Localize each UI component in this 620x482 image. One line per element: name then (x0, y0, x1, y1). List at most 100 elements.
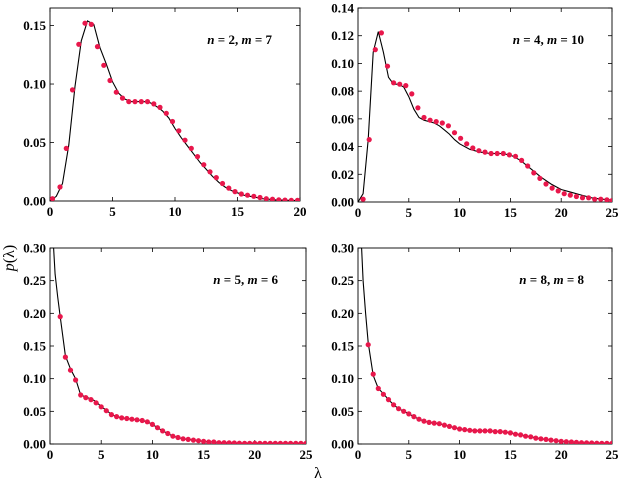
data-point (211, 439, 217, 444)
x-tick-label: 20 (555, 205, 568, 220)
data-point (472, 428, 478, 434)
data-point (446, 423, 452, 429)
data-point (543, 436, 549, 442)
data-point (163, 110, 169, 116)
data-point (113, 89, 119, 95)
data-point (107, 77, 113, 84)
data-point (494, 150, 500, 157)
data-point (101, 62, 107, 68)
data-point (201, 162, 207, 168)
x-tick-label: 20 (248, 447, 261, 462)
data-point (384, 63, 391, 69)
data-point (236, 440, 242, 444)
y-tick-label: 0.30 (23, 241, 46, 256)
data-point (242, 440, 248, 444)
y-tick-label: 0.00 (331, 195, 354, 210)
data-point (470, 145, 476, 151)
data-point (134, 417, 140, 423)
data-point (506, 152, 512, 158)
data-point (219, 180, 226, 187)
data-point (182, 137, 188, 143)
data-point (221, 440, 227, 444)
data-point (567, 192, 573, 198)
data-point (385, 397, 392, 403)
data-point (604, 440, 610, 444)
x-tick-label: 25 (606, 205, 620, 220)
y-axis-label: p(λ) (1, 245, 18, 272)
data-point (294, 197, 300, 201)
y-tick-label: 0.00 (23, 437, 46, 452)
y-tick-label: 0.05 (23, 135, 46, 150)
x-tick-label: 20 (555, 447, 568, 462)
data-point (263, 196, 269, 201)
data-point (411, 414, 417, 420)
data-point (416, 416, 422, 422)
data-point (293, 440, 299, 444)
parameter-annotation: n = 5, m = 6 (213, 272, 278, 287)
data-point (431, 420, 437, 426)
data-point (288, 197, 294, 201)
data-point (561, 191, 567, 197)
data-point (176, 128, 182, 134)
data-point (462, 427, 468, 433)
x-tick-label: 10 (169, 204, 182, 219)
data-point (604, 197, 610, 202)
data-point (88, 21, 94, 27)
x-tick-label: 20 (294, 204, 307, 219)
data-point (129, 416, 135, 422)
data-point (114, 414, 120, 420)
data-point (558, 438, 564, 444)
data-point (380, 391, 386, 397)
data-point (533, 435, 539, 441)
data-point (555, 188, 561, 194)
data-point (154, 425, 161, 431)
x-tick-label: 15 (231, 204, 245, 219)
data-point (282, 197, 288, 201)
data-point (457, 426, 463, 432)
data-point (518, 432, 524, 438)
data-point (276, 197, 282, 201)
y-tick-label: 0.06 (331, 111, 354, 126)
data-point (103, 408, 109, 414)
data-point (149, 421, 155, 427)
data-point (563, 439, 569, 444)
x-tick-label: 15 (197, 447, 211, 462)
data-point (206, 439, 212, 444)
x-tick-label: 0 (47, 204, 54, 219)
data-point (375, 385, 381, 392)
data-point (207, 169, 213, 175)
data-point (139, 417, 145, 424)
x-tick-label: 5 (406, 447, 413, 462)
chart-panel-2: 0 5 10 15 20 25 0.00 0.02 0.04 0.06 0.08 0.10 0.12 0.… (331, 1, 619, 221)
data-point (226, 440, 232, 444)
data-point (553, 438, 559, 444)
data-point (543, 181, 549, 187)
data-point (528, 434, 534, 440)
data-point (93, 400, 99, 406)
data-point (69, 87, 76, 93)
data-point (537, 175, 543, 181)
y-tick-label: 0.15 (23, 339, 46, 354)
data-point (609, 440, 612, 444)
data-point (170, 433, 176, 439)
data-point (396, 406, 402, 412)
data-point (151, 101, 157, 107)
data-point (578, 440, 585, 444)
data-point (244, 192, 251, 198)
data-point (370, 371, 376, 377)
y-tick-label: 0.10 (23, 371, 46, 386)
data-point (421, 114, 427, 121)
y-tick-label: 0.20 (23, 306, 46, 321)
data-point (188, 145, 194, 151)
data-point (421, 418, 427, 424)
data-point (594, 440, 600, 444)
data-point (57, 314, 63, 320)
y-tick-label: 0.10 (23, 77, 46, 92)
x-axis-label: λ (314, 465, 322, 482)
data-point (144, 99, 151, 105)
data-point (82, 20, 88, 26)
data-point (138, 99, 144, 105)
data-point (372, 47, 378, 53)
y-tick-label: 0.12 (331, 28, 354, 43)
x-tick-label: 25 (300, 447, 314, 462)
